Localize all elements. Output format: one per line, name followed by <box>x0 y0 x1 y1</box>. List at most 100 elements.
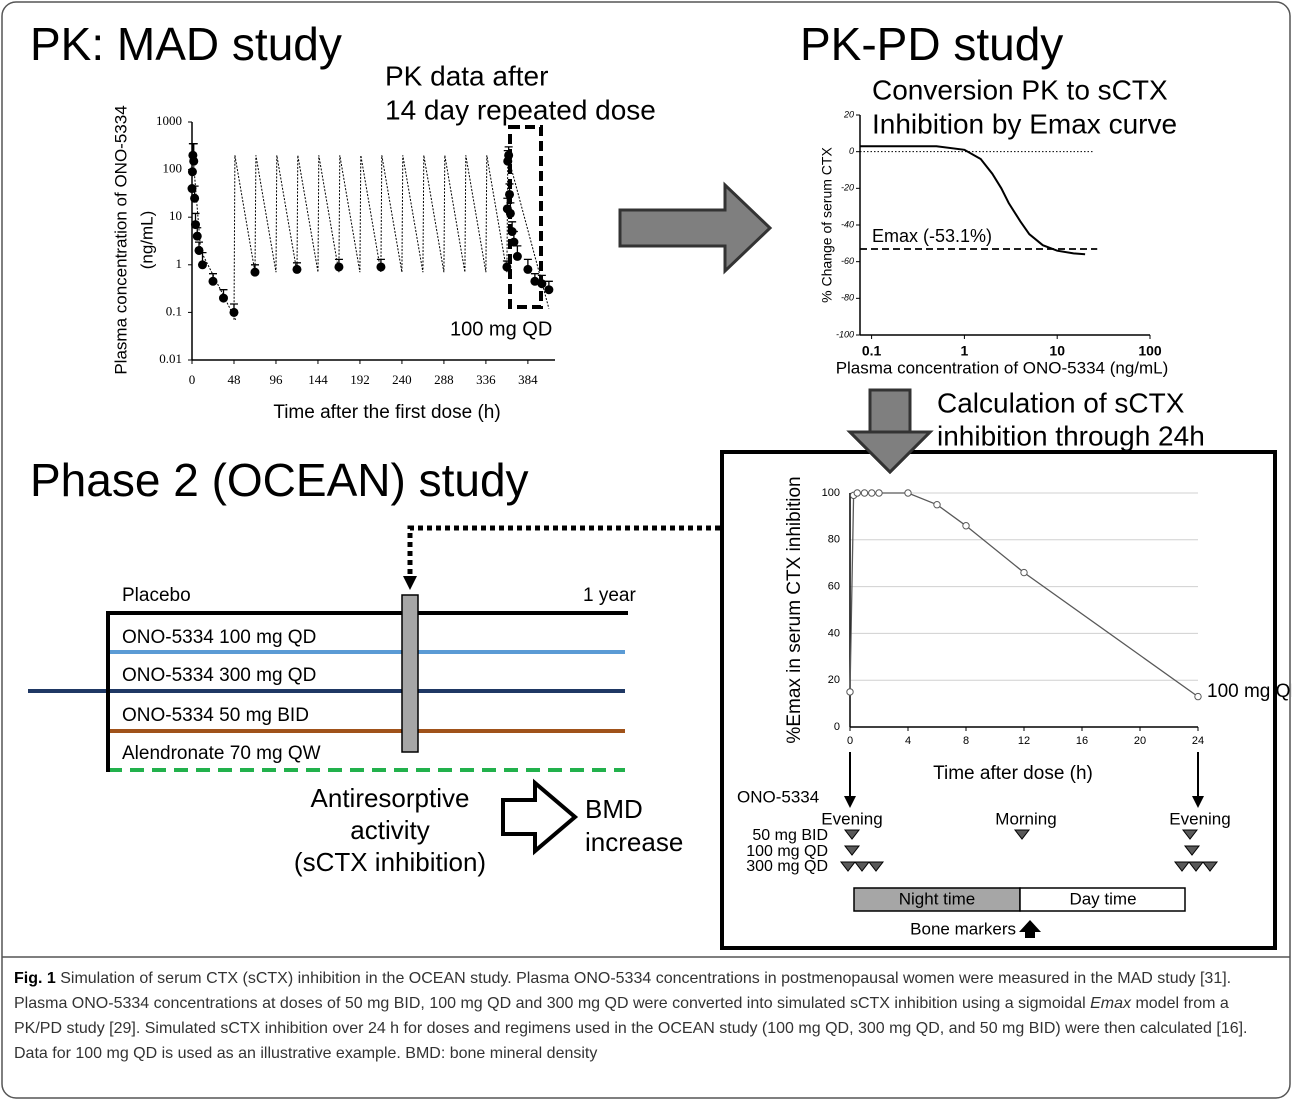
drug-label: ONO-5334 <box>737 787 819 806</box>
data-point <box>505 189 515 199</box>
arm-label: ONO-5334 300 mg QD <box>122 665 316 686</box>
data-point <box>292 264 302 274</box>
regimen-label: 100 mg QD <box>746 843 828 860</box>
series-line <box>860 145 1086 256</box>
caption-text: Simulation of serum CTX (sCTX) inhibitio… <box>14 970 1232 1012</box>
subtitle: 14 day repeated dose <box>385 94 656 125</box>
period-label: Night time <box>899 889 976 908</box>
data-point <box>218 293 228 303</box>
x-axis-label: Time after the first dose (h) <box>273 402 500 423</box>
simulated-line <box>192 155 550 321</box>
panel-title: Phase 2 (OCEAN) study <box>30 454 529 506</box>
data-point <box>868 489 876 497</box>
x-tick-label: 240 <box>392 372 412 387</box>
regimen-label: 50 mg BID <box>752 827 828 844</box>
arrow-head <box>846 430 934 475</box>
dose-arrow-head <box>844 796 856 808</box>
time-label: Evening <box>1169 809 1230 828</box>
dose-symbol <box>1201 861 1219 872</box>
arm-label: Alendronate 70 mg QW <box>122 743 321 764</box>
x-tick-label: 20 <box>1134 735 1146 747</box>
arm-label: ONO-5334 100 mg QD <box>122 627 316 648</box>
x-tick-label: 0.1 <box>862 343 882 359</box>
y-tick-label: -100 <box>836 329 854 339</box>
data-point <box>509 237 519 247</box>
x-tick-label: 0 <box>189 372 196 387</box>
y-tick-label: 20 <box>843 109 854 119</box>
arrow <box>501 778 579 856</box>
data-point <box>250 267 260 277</box>
x-tick-label: 288 <box>434 372 454 387</box>
data-point <box>544 285 554 295</box>
data-point <box>860 489 869 497</box>
panel-title: PK-PD study <box>800 18 1063 70</box>
subtitle: PK data after <box>385 60 548 91</box>
data-point <box>504 150 514 160</box>
x-tick-label: 12 <box>1018 735 1030 747</box>
connector-head <box>403 576 417 590</box>
data-point <box>537 279 547 289</box>
y-tick-label: 1000 <box>156 113 182 128</box>
x-tick-label: 384 <box>518 372 538 387</box>
arm-label: Placebo <box>122 585 191 606</box>
dose-symbol <box>867 861 885 872</box>
data-point <box>933 501 941 509</box>
y-tick-label: 0.1 <box>166 303 182 318</box>
subtitle: Conversion PK to sCTX <box>872 74 1168 105</box>
caption-label: Fig. 1 <box>14 970 56 987</box>
panel-title: Calculation of sCTX <box>937 387 1185 418</box>
y-axis-label: (ng/mL) <box>137 211 156 270</box>
connector <box>407 525 720 578</box>
result-label: BMD <box>585 794 643 824</box>
data-point <box>523 264 533 274</box>
y-axis-label: Plasma concentration of ONO-5334 <box>111 105 130 374</box>
data-point <box>192 231 202 241</box>
data-point <box>334 262 344 272</box>
data-point <box>1020 568 1028 577</box>
dose-arrow-head <box>1192 796 1204 808</box>
series-line <box>849 492 1199 698</box>
y-tick-label: -80 <box>841 293 854 303</box>
data-point <box>505 208 515 218</box>
data-point <box>875 489 883 497</box>
outcome-label: activity <box>350 815 429 845</box>
x-tick-label: 4 <box>905 735 911 747</box>
panel-title: PK: MAD study <box>30 18 342 70</box>
x-tick-label: 144 <box>308 372 328 387</box>
dose-symbol <box>1181 829 1199 840</box>
sampling-window <box>401 594 419 753</box>
caption-italic: Emax <box>1090 995 1131 1012</box>
dose-symbol <box>843 845 861 856</box>
x-tick-label: 48 <box>227 372 240 387</box>
x-tick-label: 0 <box>847 735 853 747</box>
arm-label: ONO-5334 50 mg BID <box>122 705 309 726</box>
subtitle: Inhibition by Emax curve <box>872 108 1177 139</box>
marker-label: Bone markers <box>910 919 1016 938</box>
day-period <box>1019 887 1186 912</box>
dose-symbol <box>1187 861 1205 872</box>
x-axis-label: Plasma concentration of ONO-5334 (ng/mL) <box>836 358 1169 377</box>
y-tick-label: 60 <box>828 581 840 593</box>
outcome-label: (sCTX inhibition) <box>294 847 486 877</box>
data-point <box>190 220 200 230</box>
dose-symbol <box>839 861 857 872</box>
y-tick-label: 0.01 <box>159 351 182 366</box>
arrow <box>618 181 773 275</box>
data-point <box>197 260 207 270</box>
data-point <box>376 262 386 272</box>
dose-symbol <box>1183 845 1201 856</box>
x-tick-label: 1 <box>960 343 968 359</box>
annotation: 100 mg QD <box>450 318 552 340</box>
caption: Fig. 1 Simulation of serum CTX (sCTX) in… <box>14 966 1276 1066</box>
y-tick-label: -60 <box>841 256 854 266</box>
y-tick-label: 40 <box>828 627 840 639</box>
data-point <box>853 489 861 497</box>
x-tick-label: 336 <box>476 372 496 387</box>
y-tick-label: 0 <box>834 721 840 733</box>
data-point <box>904 489 912 497</box>
x-tick-label: 192 <box>350 372 370 387</box>
time-label: Evening <box>821 809 882 828</box>
x-axis-label: Time after dose (h) <box>933 763 1093 784</box>
